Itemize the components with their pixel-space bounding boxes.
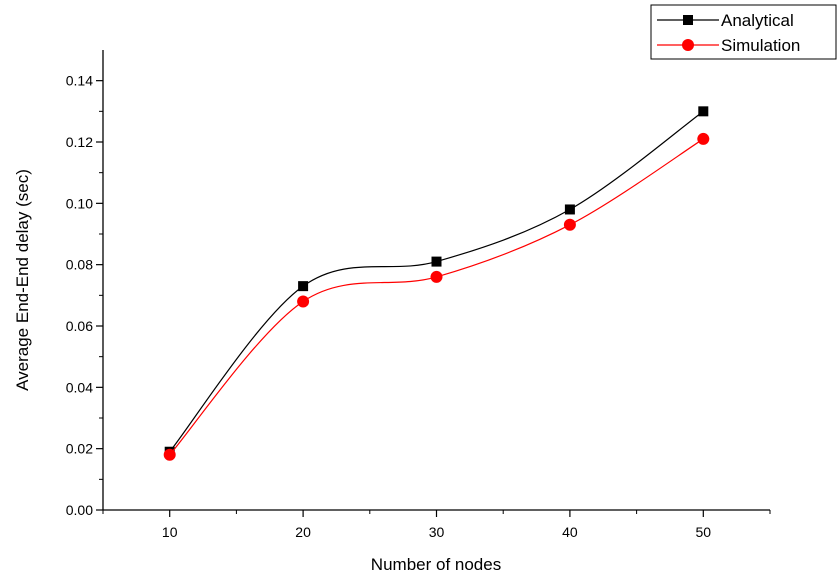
legend-simulation-label: Simulation: [721, 36, 800, 55]
y-axis-title: Average End-End delay (sec): [13, 169, 32, 391]
y-tick-label: 0.02: [66, 441, 93, 457]
simulation-data-point: [430, 270, 443, 283]
analytical-data-point: [698, 106, 709, 117]
y-tick-label: 0.00: [66, 502, 93, 518]
y-tick-label: 0.06: [66, 318, 93, 334]
y-axis-ticks: 0.00 0.02 0.04 0.06 0.08 0.10 0.12 0.14: [66, 73, 103, 518]
x-axis-ticks: 10 20 30 40 50: [102, 510, 771, 540]
y-tick-label: 0.08: [66, 257, 93, 273]
x-axis-title: Number of nodes: [371, 555, 501, 574]
y-tick-label: 0.10: [66, 195, 93, 211]
legend: Analytical Simulation: [650, 4, 837, 60]
simulation-data-point: [163, 448, 176, 461]
analytical-data-point: [298, 281, 309, 292]
x-tick-label: 40: [562, 524, 578, 540]
x-tick-label: 50: [696, 524, 712, 540]
series-layer: [163, 106, 710, 461]
x-tick-label: 20: [295, 524, 311, 540]
y-tick-label: 0.04: [66, 379, 93, 395]
x-tick-label: 30: [429, 524, 445, 540]
legend-analytical-label: Analytical: [721, 11, 794, 30]
y-tick-label: 0.14: [66, 73, 93, 89]
legend-simulation-marker: [682, 39, 694, 51]
simulation-series-line: [169, 138, 704, 456]
analytical-data-point: [564, 204, 575, 215]
simulation-data-point: [697, 132, 710, 145]
x-tick-label: 10: [162, 524, 178, 540]
legend-analytical-marker: [683, 15, 693, 25]
y-tick-label: 0.12: [66, 134, 93, 150]
legend-box: [650, 4, 837, 60]
simulation-data-point: [563, 218, 576, 231]
analytical-data-point: [431, 256, 442, 267]
simulation-data-point: [297, 295, 310, 308]
